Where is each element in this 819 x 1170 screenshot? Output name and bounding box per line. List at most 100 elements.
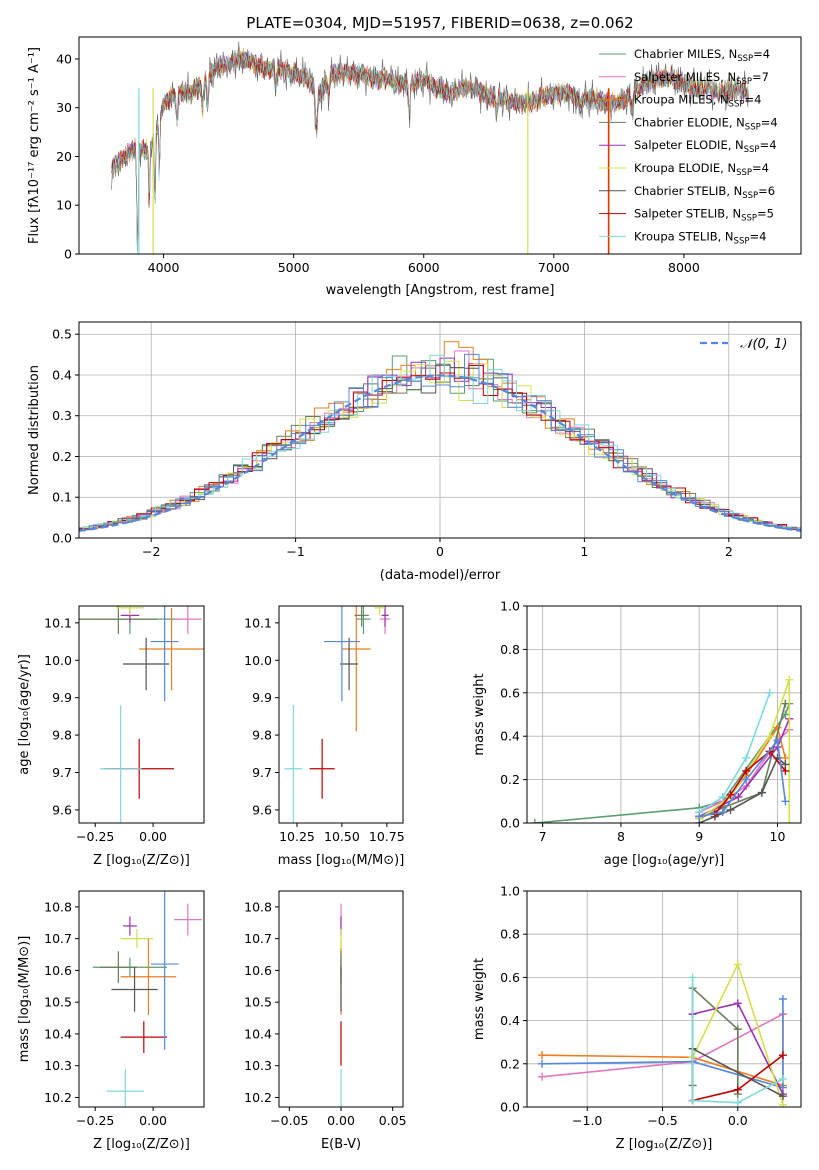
age-vs-Z-panel: −0.25 0.00 9.6 9.7 9.8 9.9 10.0 10.1 Z [log₁₀(Z/… (17, 605, 205, 868)
errorbar-point (99, 951, 137, 984)
weight-marker (765, 688, 774, 697)
x-tick-label: 9 (695, 829, 703, 844)
errorbars (284, 606, 391, 823)
y-tick-label: 9.8 (252, 728, 272, 743)
x-axis-label: mass [log₁₀(M/M⊙)] (278, 853, 405, 868)
weight-marker (718, 792, 727, 801)
legend-subscript: SSP (729, 100, 745, 110)
weight-marker (733, 1085, 742, 1094)
weight-vs-age-frame (526, 605, 802, 824)
y-tick-label: 10.0 (244, 653, 272, 668)
y-axis-label: mass [log₁₀(M/M⊙)] (17, 936, 32, 1063)
errorbar-point (374, 606, 386, 616)
y-tick-label: 1.0 (500, 884, 520, 899)
weight-vs-Z-frame (526, 890, 802, 1108)
errorbar-point (284, 705, 303, 823)
spectrum-line (111, 41, 749, 235)
x-tick-label: 0 (436, 544, 444, 559)
errorbar-point (99, 705, 142, 823)
weight-marker (733, 1098, 742, 1107)
y-tick-label: 40 (56, 51, 72, 66)
legend-text: Salpeter ELODIE, N (634, 138, 744, 152)
x-tick-label: −1.0 (572, 1113, 602, 1128)
x-tick-label: 0.0 (728, 1113, 748, 1128)
weight-marker (778, 1074, 787, 1083)
legend-text: =4 (749, 229, 766, 243)
legend-text: =4 (760, 138, 777, 152)
weight-line (698, 703, 787, 820)
legend-entry: Salpeter MILES, NSSP=7 (634, 70, 769, 87)
weight-marker (695, 812, 704, 821)
y-tick-label: 0.0 (500, 816, 520, 831)
legend-text: Kroupa ELODIE, N (634, 161, 736, 175)
legend-subscript: SSP (737, 54, 753, 64)
errorbar-point (120, 929, 154, 949)
x-tick-label: −1 (286, 544, 304, 559)
weight-line (691, 977, 784, 1104)
spectrum-frame (78, 36, 802, 255)
y-tick-label: 0.6 (500, 685, 520, 700)
y-tick-label: 0.4 (52, 367, 72, 382)
legend-subscript: SSP (736, 168, 752, 178)
y-tick-label: 10.4 (44, 1026, 72, 1041)
errorbar-point (120, 1021, 167, 1053)
x-tick-label: 5000 (278, 260, 310, 275)
y-tick-label: 10.6 (244, 963, 272, 978)
legend-subscript: SSP (736, 77, 752, 87)
y-tick-label: 9.6 (52, 802, 72, 817)
errorbar-point (111, 967, 158, 1012)
x-axis-label: Z [log₁₀(Z/Z⊙)] (93, 853, 190, 868)
weight-marker (726, 790, 735, 799)
legend-text: Kroupa MILES, N (634, 93, 729, 107)
legend-text: =4 (744, 93, 761, 107)
y-tick-label: 0.3 (52, 408, 72, 423)
weight-series (688, 984, 742, 1099)
x-axis-label: wavelength [Angstrom, rest frame] (326, 283, 555, 298)
x-tick-label: 0.05 (379, 1113, 407, 1128)
legend-entry: Kroupa ELODIE, NSSP=4 (634, 161, 769, 178)
y-tick-label: 10.2 (44, 1090, 72, 1105)
y-tick-label: 9.8 (52, 728, 72, 743)
mass-vs-EBV-panel: −0.05 0.00 0.05 10.2 10.3 10.4 10.5 10.6 10.7 10.… (244, 890, 407, 1152)
weight-marker (530, 819, 539, 823)
weight-marker (785, 819, 794, 823)
y-axis-label: mass weight (472, 958, 487, 1040)
mass-vs-Z-panel: −0.25 0.00 10.2 10.3 10.4 10.5 10.6 10.7 10.8 Z [… (17, 890, 205, 1152)
weight-marker (742, 766, 751, 775)
y-tick-label: 10.6 (44, 963, 72, 978)
errorbar-point (173, 606, 202, 635)
x-axis-label: (data-model)/error (380, 568, 501, 583)
weight-marker (778, 995, 787, 1003)
y-tick-label: 10.5 (44, 995, 72, 1010)
x-tick-label: 7 (539, 829, 547, 844)
y-tick-label: 20 (56, 149, 72, 164)
weight-marker (538, 1059, 547, 1068)
spectrum-line (111, 50, 749, 254)
weight-marker (726, 805, 735, 814)
weight-marker (718, 808, 727, 817)
weight-marker (733, 960, 742, 969)
gaussian-curve (79, 374, 801, 532)
y-tick-label: 10 (56, 198, 72, 213)
errorbar-point (341, 606, 371, 732)
x-axis-label: Z [log₁₀(Z/Z⊙)] (616, 1137, 713, 1152)
weight-line (698, 756, 786, 823)
legend-subscript: SSP (742, 191, 758, 201)
weight-marker (778, 1051, 787, 1060)
y-tick-label: 30 (56, 100, 72, 115)
y-tick-label: 10.0 (44, 653, 72, 668)
errorbar-point (356, 606, 371, 635)
weight-marker (742, 753, 751, 762)
legend-text: =7 (752, 70, 769, 84)
x-tick-label: 10.75 (369, 829, 405, 844)
x-tick-label: 1 (580, 544, 588, 559)
weight-line (698, 718, 791, 818)
y-tick-label: 9.9 (252, 690, 272, 705)
legend-entry: Chabrier MILES, NSSP=4 (634, 47, 770, 64)
y-tick-label: 10.2 (244, 1090, 272, 1105)
y-tick-label: 0.2 (500, 772, 520, 787)
y-tick-label: 0.4 (500, 1013, 520, 1028)
errorbar-point (150, 891, 179, 1050)
mass-vs-EBV-frame (278, 890, 404, 1108)
spectrum-panel: PLATE=0304, MJD=51957, FIBERID=0638, z=0… (27, 14, 802, 298)
